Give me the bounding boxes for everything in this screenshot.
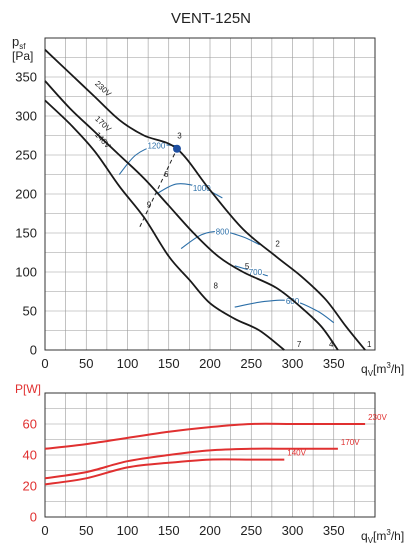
x-tick-label: 0 (41, 523, 48, 538)
plot-frame (44, 392, 376, 518)
x-tick-label: 150 (158, 523, 180, 538)
y-tick-label: 0 (30, 343, 37, 358)
power-curve (44, 458, 285, 486)
y-tick-label: 250 (15, 148, 37, 163)
x-tick-label: 350 (323, 356, 345, 371)
pressure-chart: 0 50 100 150 200 250 300 350 0 50 100 150 200 250 300 3… (12, 34, 404, 378)
series-label: 170V (93, 114, 113, 134)
x-tick-label: 200 (199, 356, 221, 371)
rpm-curve (234, 299, 335, 324)
chart-title: VENT-125N (171, 10, 251, 27)
x-tick-label: 150 (158, 356, 180, 371)
rpm-curve (180, 230, 260, 250)
x-axis-label-sub: V (368, 536, 374, 545)
x-tick-label: 350 (323, 523, 345, 538)
point-label: 8 (214, 281, 219, 290)
y-tick-label: 100 (15, 265, 37, 280)
dashed-line (139, 148, 178, 227)
x-axis-unit-end: /h] (391, 362, 404, 376)
x-tick-label: 300 (282, 356, 304, 371)
y-tick-label: 40 (23, 448, 37, 463)
series-label: 170V (341, 438, 360, 447)
x-axis-unit-end: /h] (391, 529, 404, 543)
x-tick-label: 50 (79, 356, 93, 371)
point-label: 6 (164, 170, 169, 179)
y-tick-label: 200 (15, 187, 37, 202)
y-tick-label: 350 (15, 70, 37, 85)
y-tick-label: 150 (15, 226, 37, 241)
point-label: 7 (297, 340, 302, 349)
y-tick-label: 60 (23, 417, 37, 432)
x-axis-label: qV[m3/h] (361, 361, 404, 378)
series-label: 230V (368, 413, 387, 422)
rpm-curve (156, 183, 223, 199)
y-axis-unit: [Pa] (12, 49, 33, 63)
plot-frame (44, 37, 376, 351)
point-label: 3 (177, 132, 182, 141)
x-axis-unit-sup: 3 (386, 361, 391, 370)
point-label: 4 (329, 340, 334, 349)
y-tick-label: 0 (30, 510, 37, 525)
x-axis-unit: [m (373, 529, 386, 543)
point-label: 1 (367, 340, 372, 349)
power-curve (44, 447, 338, 480)
x-axis-label-main: q (361, 529, 368, 543)
x-tick-label: 50 (79, 523, 93, 538)
series-label: 140V (287, 449, 306, 458)
x-axis-label-sub: V (368, 369, 374, 378)
series-label: 230V (93, 79, 113, 99)
point-label: 2 (275, 239, 280, 248)
x-axis-label-main: q (361, 362, 368, 376)
x-tick-label: 0 (41, 356, 48, 371)
rpm-label: 1000 (193, 184, 211, 193)
x-tick-label: 250 (240, 356, 262, 371)
x-tick-label: 250 (240, 523, 262, 538)
series-label: 140V (93, 130, 113, 150)
y-axis-label: psf (12, 34, 26, 51)
y-axis-label: P[W] (15, 382, 41, 396)
point-label: 5 (245, 262, 250, 271)
x-tick-label: 200 (199, 523, 221, 538)
rpm-curve (234, 265, 268, 277)
power-chart: 0 50 100 150 200 250 300 350 0 20 40 60 P[W] qV[m3/h]… (15, 382, 404, 545)
y-tick-label: 20 (23, 479, 37, 494)
rpm-label: 800 (216, 227, 230, 236)
point-label: 9 (147, 200, 152, 209)
power-curve (44, 422, 366, 450)
x-tick-label: 100 (117, 356, 139, 371)
y-axis-label-sub: sf (19, 42, 26, 51)
pressure-curve (44, 49, 366, 351)
x-axis-unit-sup: 3 (386, 528, 391, 537)
x-tick-label: 100 (117, 523, 139, 538)
pressure-curve (44, 99, 285, 351)
rpm-curve (118, 144, 178, 175)
operating-point-marker (173, 144, 181, 153)
x-tick-label: 300 (282, 523, 304, 538)
x-axis-unit: [m (373, 362, 386, 376)
x-axis-label: qV[m3/h] (361, 528, 404, 545)
y-tick-label: 50 (23, 304, 37, 319)
y-tick-label: 300 (15, 109, 37, 124)
rpm-label: 1200 (147, 142, 165, 151)
pressure-curve (44, 80, 339, 351)
y-axis-label-main: p (12, 34, 19, 49)
